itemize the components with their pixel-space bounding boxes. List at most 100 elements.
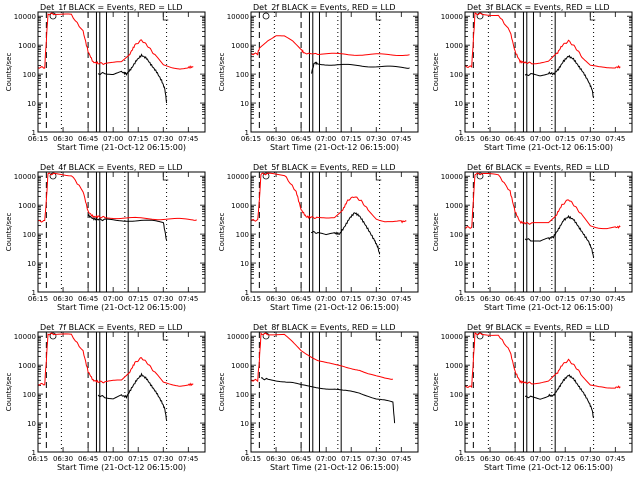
x-tick-label: 07:00 <box>316 295 336 303</box>
x-tick-label: 07:30 <box>153 295 173 303</box>
series-line-events <box>524 374 595 419</box>
y-axis-label: Counts/sec <box>432 373 440 412</box>
x-tick-label: 06:15 <box>28 295 48 303</box>
y-tick-label: 1 <box>459 129 463 137</box>
x-tick-label: 06:30 <box>53 135 73 143</box>
y-tick-label: 10 <box>240 420 249 428</box>
interval-marker <box>589 173 596 181</box>
x-tick-label: 07:30 <box>580 455 600 463</box>
series-line-events <box>260 377 396 424</box>
series-line-lld <box>464 172 621 230</box>
x-tick-label: 06:45 <box>291 295 311 303</box>
y-tick-label: 10000 <box>14 333 36 341</box>
interval-marker <box>162 13 169 21</box>
plot-frame <box>464 11 633 133</box>
y-tick-label: 1 <box>245 289 249 297</box>
x-tick-label: 07:00 <box>530 295 550 303</box>
y-tick-label: 100 <box>236 391 249 399</box>
y-axis-label: Counts/sec <box>5 53 13 92</box>
series-line-lld <box>464 12 621 69</box>
y-tick-label: 10000 <box>227 173 249 181</box>
x-tick-label: 06:15 <box>455 135 475 143</box>
y-axis-label: Counts/sec <box>5 213 13 252</box>
x-tick-label: 07:45 <box>605 295 625 303</box>
series-line-lld <box>250 35 410 56</box>
x-tick-label: 06:45 <box>505 295 525 303</box>
panel-title: Det_7f BLACK = Events, RED = LLD <box>40 323 183 332</box>
y-tick-label: 10 <box>27 100 36 108</box>
plot-frame <box>464 331 633 453</box>
y-tick-label: 1 <box>32 449 36 457</box>
x-tick-label: 07:45 <box>391 295 411 303</box>
y-tick-label: 1000 <box>231 362 249 370</box>
y-tick-label: 10000 <box>14 13 36 21</box>
series-line-events <box>524 54 595 99</box>
y-tick-label: 100 <box>450 71 463 79</box>
y-tick-label: 1000 <box>18 202 36 210</box>
y-tick-label: 1000 <box>231 202 249 210</box>
x-tick-label: 06:15 <box>28 455 48 463</box>
panel-title: Det_9f BLACK = Events, RED = LLD <box>467 323 610 332</box>
x-tick-label: 06:15 <box>455 455 475 463</box>
series-line-lld <box>464 332 621 389</box>
plot-frame <box>250 171 419 293</box>
panel-9: Det_9f BLACK = Events, RED = LLD 1 10 100 10… <box>432 323 633 472</box>
interval-marker <box>589 333 596 341</box>
panel-title: Det_4f BLACK = Events, RED = LLD <box>40 163 183 172</box>
x-tick-label: 07:45 <box>391 135 411 143</box>
x-tick-label: 06:15 <box>241 135 261 143</box>
series-line-lld <box>37 172 197 223</box>
x-tick-label: 07:45 <box>178 135 198 143</box>
interval-marker <box>162 173 169 181</box>
x-tick-label: 06:30 <box>53 295 73 303</box>
y-tick-label: 10 <box>240 260 249 268</box>
y-tick-label: 1000 <box>445 202 463 210</box>
x-tick-label: 07:45 <box>178 295 198 303</box>
attenuator-marker <box>476 332 484 340</box>
y-tick-label: 10000 <box>441 13 463 21</box>
y-tick-label: 1 <box>245 449 249 457</box>
interval-marker <box>162 333 169 341</box>
y-tick-label: 100 <box>450 231 463 239</box>
y-tick-label: 1 <box>245 129 249 137</box>
x-axis-label: Start Time (21-Oct-12 06:15:00) <box>484 143 613 152</box>
series-line-lld <box>37 332 194 387</box>
x-tick-label: 06:30 <box>266 455 286 463</box>
plot-frame <box>250 331 419 453</box>
y-axis-label: Counts/sec <box>218 373 226 412</box>
y-tick-label: 10 <box>27 260 36 268</box>
x-tick-label: 06:45 <box>78 135 98 143</box>
x-tick-label: 06:30 <box>480 295 500 303</box>
x-tick-label: 06:30 <box>266 135 286 143</box>
y-tick-label: 1000 <box>18 362 36 370</box>
y-tick-label: 100 <box>236 71 249 79</box>
y-tick-label: 100 <box>23 391 36 399</box>
x-tick-label: 07:30 <box>153 135 173 143</box>
x-tick-label: 06:30 <box>480 135 500 143</box>
panel-title: Det_6f BLACK = Events, RED = LLD <box>467 163 610 172</box>
x-tick-label: 07:00 <box>530 455 550 463</box>
x-tick-label: 06:15 <box>241 295 261 303</box>
interval-marker <box>589 13 596 21</box>
y-tick-label: 10 <box>240 100 249 108</box>
plot-frame <box>37 171 206 293</box>
y-axis-label: Counts/sec <box>432 53 440 92</box>
x-tick-label: 06:30 <box>53 455 73 463</box>
x-tick-label: 07:30 <box>366 135 386 143</box>
x-tick-label: 07:15 <box>128 455 148 463</box>
interval-marker <box>375 173 382 181</box>
plot-frame <box>250 11 419 133</box>
x-tick-label: 07:30 <box>366 295 386 303</box>
x-axis-label: Start Time (21-Oct-12 06:15:00) <box>57 143 186 152</box>
y-tick-label: 1 <box>32 289 36 297</box>
y-tick-label: 100 <box>23 71 36 79</box>
x-axis-label: Start Time (21-Oct-12 06:15:00) <box>270 463 399 472</box>
series-line-lld <box>37 12 194 70</box>
y-axis-label: Counts/sec <box>5 373 13 412</box>
x-tick-label: 07:15 <box>128 295 148 303</box>
x-tick-label: 06:45 <box>78 455 98 463</box>
x-tick-label: 06:45 <box>291 455 311 463</box>
y-tick-label: 10000 <box>227 333 249 341</box>
x-tick-label: 07:15 <box>555 455 575 463</box>
